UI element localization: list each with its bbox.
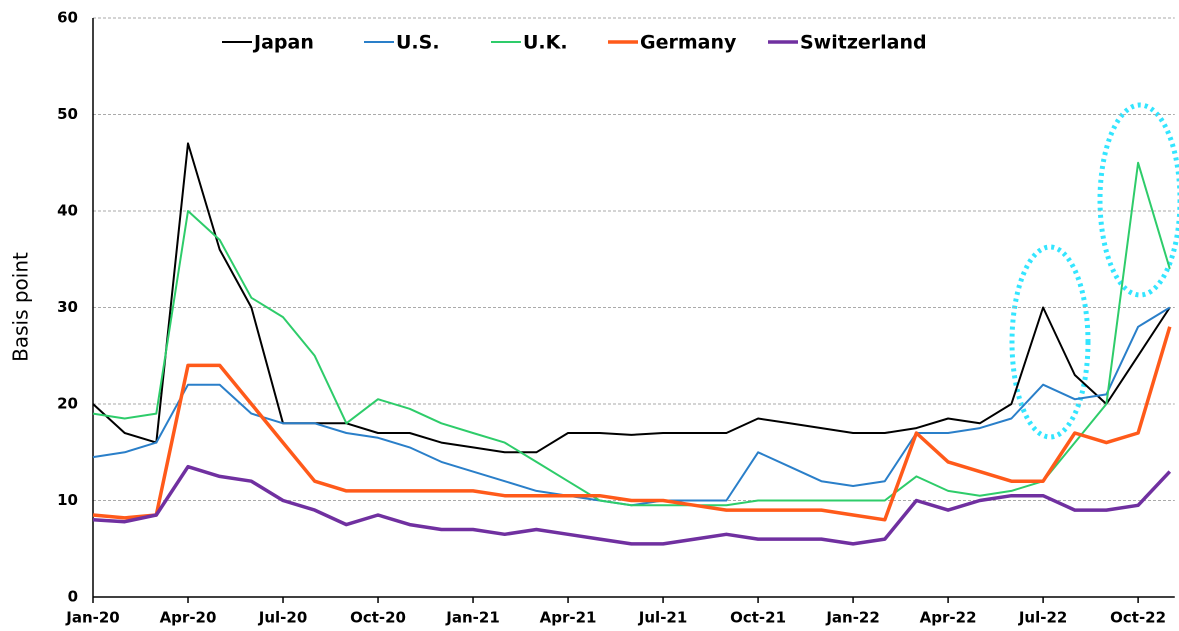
x-tick-label: Apr-21 — [540, 609, 597, 627]
y-tick-label: 50 — [57, 105, 78, 123]
series-line — [92, 142, 1171, 454]
x-tick-label: Jul-22 — [1018, 609, 1068, 627]
y-tick-label: 10 — [57, 491, 78, 509]
y-tick-label: 30 — [57, 298, 78, 316]
x-tick-label: Jan-21 — [445, 609, 499, 627]
x-tick-label: Oct-22 — [1110, 609, 1166, 627]
y-tick-label: 0 — [68, 588, 78, 606]
series-line — [92, 161, 1171, 507]
highlight-ellipse — [1009, 244, 1091, 440]
y-axis-label: Basis point — [9, 252, 33, 362]
x-tick-label: Oct-21 — [730, 609, 786, 627]
legend-label: Japan — [252, 32, 314, 54]
series-line — [92, 326, 1172, 522]
x-tick-label: Oct-20 — [350, 609, 406, 627]
legend-label: Germany — [640, 32, 737, 54]
x-tick-label: Jan-22 — [825, 609, 879, 627]
x-tick-label: Apr-20 — [160, 609, 217, 627]
legend-label: U.S. — [396, 32, 440, 54]
y-tick-label: 60 — [57, 9, 78, 27]
legend-label: U.K. — [523, 32, 568, 54]
y-tick-label: 40 — [57, 202, 78, 220]
x-tick-label: Jul-20 — [258, 609, 308, 627]
y-tick-label: 20 — [57, 395, 78, 413]
x-tick-label: Apr-22 — [920, 609, 977, 627]
series-line — [92, 464, 1172, 546]
x-tick-label: Jul-21 — [638, 609, 688, 627]
highlight-ellipse — [1097, 102, 1179, 298]
legend-label: Switzerland — [800, 32, 927, 54]
x-tick-label: Jan-20 — [65, 609, 119, 627]
